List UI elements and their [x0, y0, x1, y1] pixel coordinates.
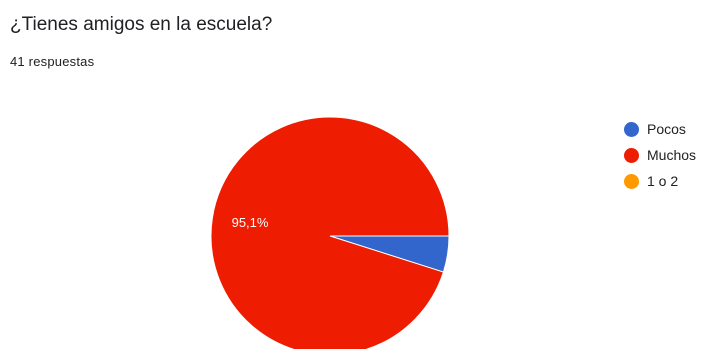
legend-swatch: [624, 173, 639, 189]
response-count: 41 respuestas: [10, 54, 95, 69]
legend-label: 1 o 2: [647, 173, 679, 189]
legend-item-1-o-2: 1 o 2: [624, 168, 696, 194]
chart-legend: Pocos Muchos 1 o 2: [624, 116, 696, 194]
pie-slice-muchos: [210, 116, 450, 349]
chart-title: ¿Tienes amigos en la escuela?: [10, 14, 273, 35]
legend-swatch: [624, 121, 639, 137]
legend-swatch: [624, 147, 639, 163]
legend-label: Muchos: [647, 147, 697, 163]
slice-data-label: 95,1%: [232, 215, 269, 230]
legend-item-pocos: Pocos: [624, 116, 696, 142]
legend-label: Pocos: [647, 121, 686, 137]
legend-item-muchos: Muchos: [624, 142, 696, 168]
